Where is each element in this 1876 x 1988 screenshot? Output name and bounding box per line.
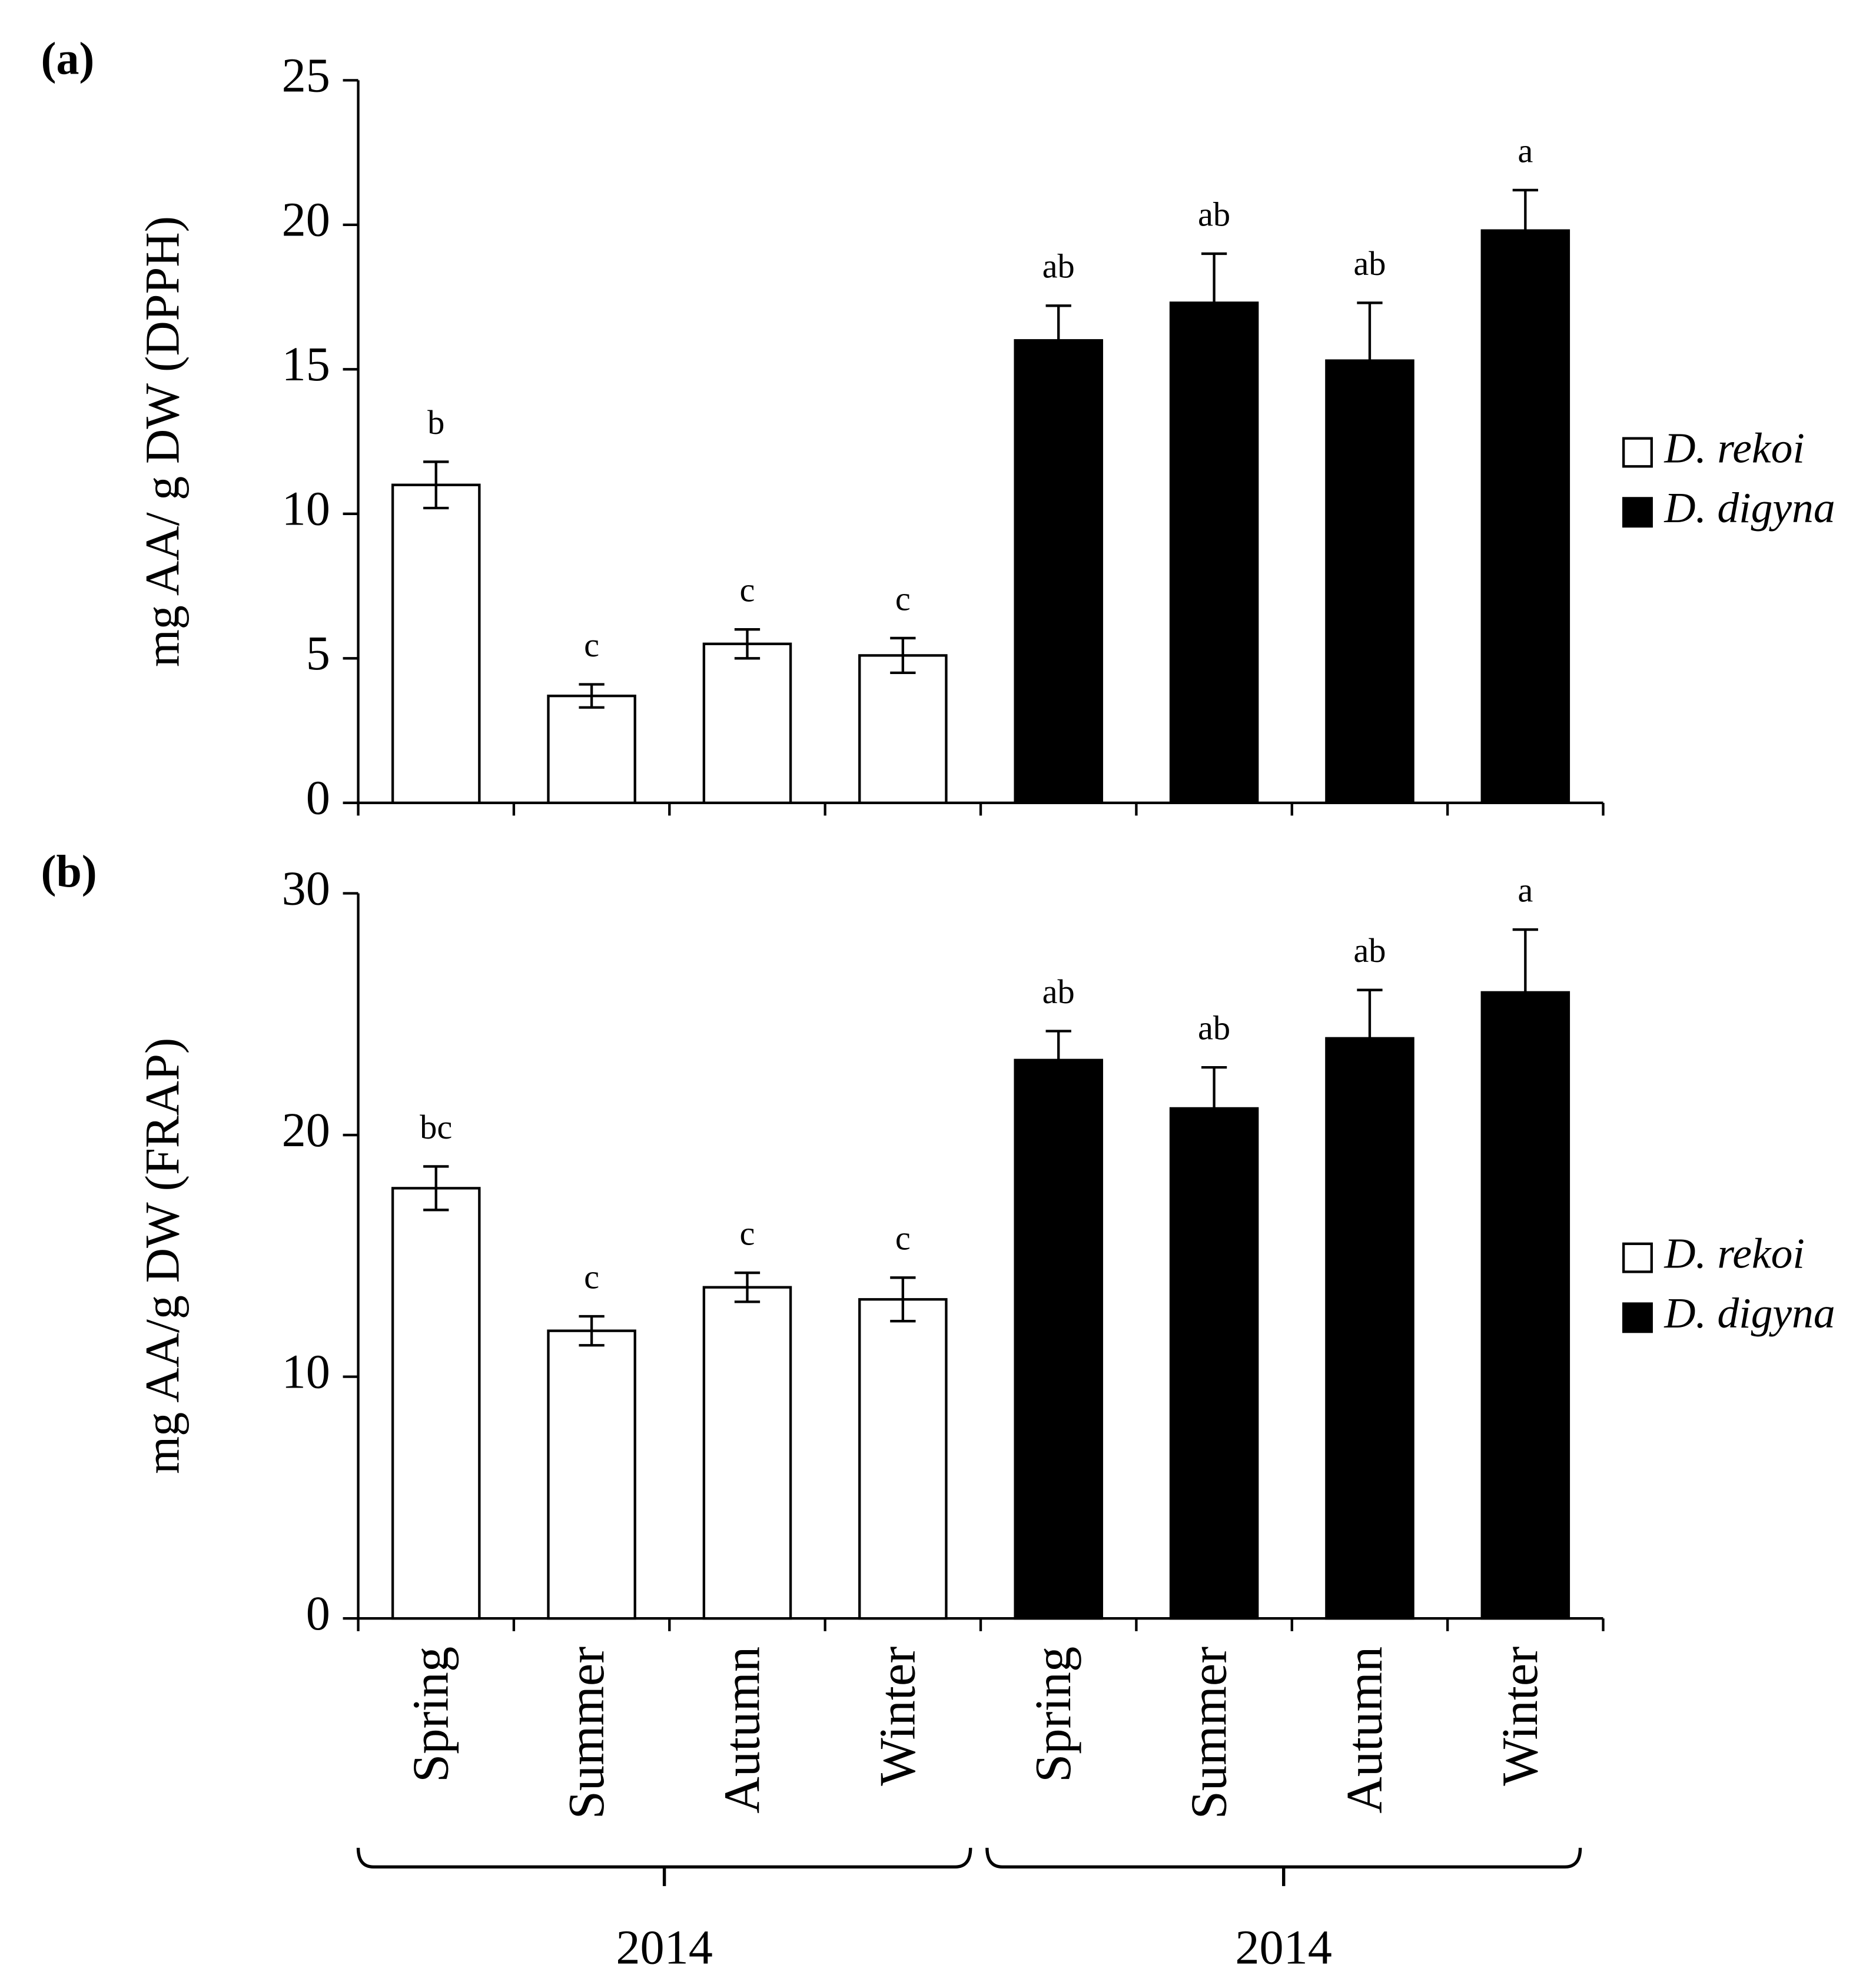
y-tick-label: 20 [282,193,330,247]
legend-swatch [1622,1242,1653,1273]
bar [391,1187,481,1620]
y-tick-label: 20 [282,1103,330,1157]
bar [1169,301,1259,804]
error-bar [734,1271,761,1303]
significance-letter: c [739,571,755,609]
legend-label: D. digyna [1664,1289,1835,1337]
group-label: 2014 [616,1920,713,1974]
error-bar [1357,988,1383,1088]
bar [391,483,481,804]
x-tick-label: Winter [1492,1647,1548,1786]
y-tick-label: 30 [282,861,330,915]
bar [1014,1058,1103,1620]
error-bar [423,460,449,510]
significance-letter: a [1518,131,1533,170]
x-tick-label: Spring [1025,1647,1081,1783]
significance-letter: ab [1353,931,1386,970]
y-tick-label: 5 [306,626,330,680]
error-bar [1512,928,1538,1057]
significance-letter: c [584,1257,599,1296]
error-bar [1045,304,1071,377]
significance-letter: ab [1198,1008,1230,1047]
bar [702,642,792,804]
bar [547,1329,636,1620]
bar [858,654,948,804]
significance-letter: a [1518,871,1533,909]
group-bracket [356,1847,972,1886]
group-label: 2014 [1235,1920,1332,1974]
error-bar [734,628,761,660]
bar [702,1286,792,1620]
error-bar [579,683,605,709]
significance-letter: b [427,403,444,442]
bar [1325,359,1415,804]
significance-letter: ab [1198,195,1230,233]
legend-swatch [1622,1302,1653,1333]
significance-letter: c [739,1214,755,1252]
error-bar [1201,252,1227,354]
bar [1169,1107,1259,1620]
x-tick-label: Autumn [1336,1647,1393,1814]
error-bar [1201,1066,1227,1151]
error-bar [890,636,916,675]
y-tick-label: 15 [282,337,330,391]
significance-letter: ab [1042,247,1075,286]
significance-letter: c [895,579,911,618]
x-tick-label: Autumn [713,1647,770,1814]
panel-label: (a) [41,34,95,84]
error-bar [890,1276,916,1323]
significance-letter: c [895,1219,911,1257]
error-bar [1357,301,1383,420]
y-tick-label: 10 [282,1345,330,1399]
error-bar [1045,1030,1071,1091]
significance-letter: ab [1042,973,1075,1011]
bar [1480,991,1570,1620]
legend-swatch [1622,497,1653,528]
error-bar [1512,188,1538,273]
legend-label: D. rekoi [1664,423,1804,472]
y-tick-label: 0 [306,1587,330,1640]
y-tick-label: 0 [306,771,330,825]
y-axis-label: mg AA/ g DW (DPPH) [135,216,189,667]
bar [858,1298,948,1620]
bar [1325,1037,1415,1620]
panel-label: (b) [41,847,97,897]
bar [1480,229,1570,804]
significance-letter: ab [1353,244,1386,283]
x-tick-label: Spring [403,1647,459,1783]
x-tick-label: Summer [1180,1647,1237,1820]
bar [547,694,636,804]
legend-swatch [1622,437,1653,468]
x-tick-label: Summer [558,1647,615,1820]
significance-letter: bc [420,1108,452,1146]
significance-letter: c [584,626,599,664]
x-tick-label: Winter [869,1647,926,1786]
group-bracket [985,1847,1582,1886]
error-bar [423,1165,449,1212]
y-tick-label: 10 [282,482,330,536]
y-tick-label: 25 [282,48,330,102]
legend-label: D. rekoi [1664,1229,1804,1277]
bar [1014,339,1103,804]
error-bar [579,1315,605,1347]
y-axis-label: mg AA/g DW (FRAP) [135,1038,189,1474]
legend-label: D. digyna [1664,483,1835,532]
